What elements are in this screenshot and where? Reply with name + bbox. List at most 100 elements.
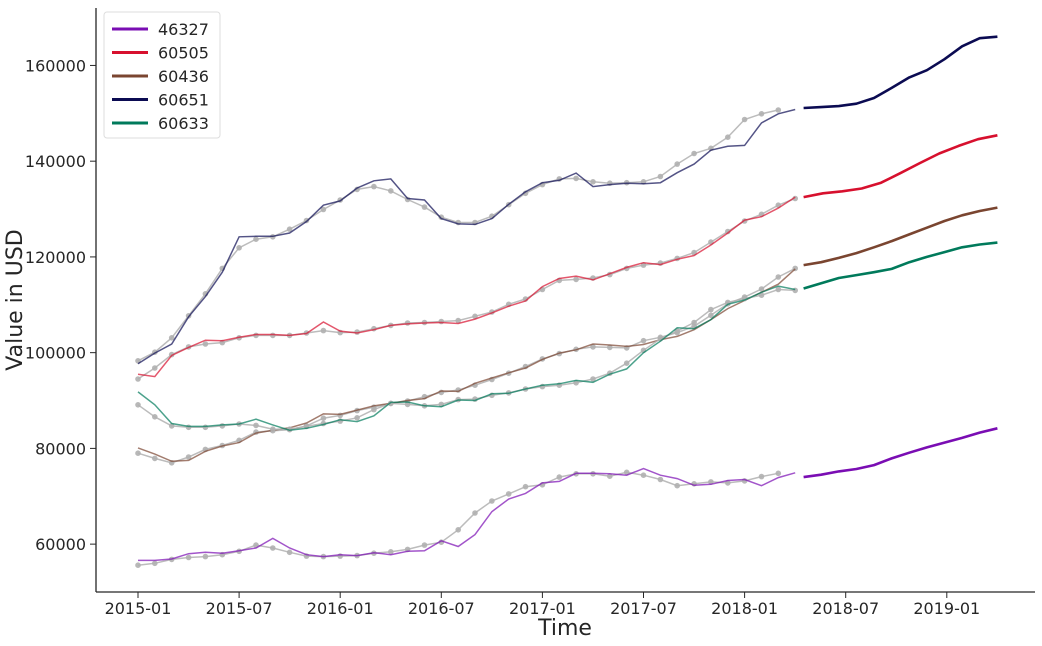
observed-point xyxy=(388,188,394,194)
observed-point xyxy=(708,306,714,313)
x-tick-label: 2018-01 xyxy=(711,599,778,618)
observed-point xyxy=(455,527,462,533)
y-tick-labels: 60000 80000 100000 120000 140000 160000 xyxy=(25,56,96,554)
observed-point xyxy=(657,173,664,180)
observed-point xyxy=(202,424,209,431)
series-46327 xyxy=(135,427,998,568)
legend: 46327 60505 60436 60651 60633 xyxy=(103,11,221,139)
legend-label-60436: 60436 xyxy=(158,67,209,86)
observed-point xyxy=(253,422,259,429)
observed-point xyxy=(202,553,209,560)
fitted-line-60505 xyxy=(137,196,796,378)
observed-point xyxy=(640,472,647,479)
observed-point xyxy=(758,292,765,299)
observed-point xyxy=(758,111,765,117)
x-tick-label: 2017-07 xyxy=(610,599,677,618)
observed-point xyxy=(135,376,141,382)
observed-point xyxy=(590,376,596,382)
observed-point xyxy=(388,549,394,555)
fitted-line-46327 xyxy=(138,467,796,562)
observed-point xyxy=(775,274,782,280)
y-tick-label: 160000 xyxy=(25,56,86,75)
x-tick-label: 2016-01 xyxy=(307,599,374,618)
observed-point xyxy=(556,474,563,480)
observed-point xyxy=(152,455,158,462)
observed-point xyxy=(185,554,192,561)
observed-point xyxy=(590,179,596,185)
observed-point xyxy=(741,116,748,123)
fitted-line-60436 xyxy=(137,268,796,463)
observed-point xyxy=(152,365,158,371)
observed-line-60633 xyxy=(137,288,796,430)
series-layer xyxy=(135,35,998,568)
observed-point xyxy=(270,332,276,339)
fitted-line-60651 xyxy=(137,108,796,365)
y-tick-label: 100000 xyxy=(25,344,86,363)
legend-label-60633: 60633 xyxy=(158,114,209,133)
observed-point xyxy=(590,344,596,350)
x-tick-label: 2017-01 xyxy=(509,599,576,618)
observed-point xyxy=(623,469,630,476)
observed-point xyxy=(725,134,731,140)
observed-point xyxy=(202,341,209,347)
observed-point xyxy=(472,313,478,320)
x-tick-label: 2019-01 xyxy=(913,599,980,618)
observed-point xyxy=(775,107,782,113)
observed-point xyxy=(135,562,141,568)
observed-point xyxy=(152,560,158,567)
observed-point xyxy=(354,415,360,421)
observed-point xyxy=(404,320,411,326)
forecast-line-46327 xyxy=(803,427,998,479)
observed-point xyxy=(573,175,579,182)
observed-point xyxy=(168,335,175,341)
observed-point xyxy=(472,510,478,516)
observed-point xyxy=(708,312,714,319)
observed-line-60436 xyxy=(137,267,796,464)
observed-point xyxy=(573,276,579,283)
fitted-line-60633 xyxy=(137,285,796,431)
observed-line-60505 xyxy=(137,197,796,380)
forecast-line-60651 xyxy=(803,35,998,110)
observed-point xyxy=(168,351,175,358)
observed-point xyxy=(371,406,377,413)
observed-point xyxy=(657,476,664,483)
legend-label-60651: 60651 xyxy=(158,91,209,110)
series-60651 xyxy=(135,35,998,365)
observed-point xyxy=(691,319,697,326)
observed-point xyxy=(135,402,141,408)
observed-point xyxy=(505,491,512,497)
observed-point xyxy=(286,226,293,232)
forecast-line-60633 xyxy=(803,241,998,290)
observed-point xyxy=(640,337,647,344)
observed-point xyxy=(371,183,377,190)
observed-point xyxy=(623,360,630,367)
legend-label-46327: 46327 xyxy=(158,20,209,39)
observed-point xyxy=(219,423,226,429)
observed-point xyxy=(152,414,158,420)
observed-point xyxy=(725,228,731,235)
observed-point xyxy=(135,450,141,457)
observed-point xyxy=(775,470,782,477)
x-tick-label: 2015-01 xyxy=(105,599,172,618)
observed-point xyxy=(320,415,327,422)
legend-label-60505: 60505 xyxy=(158,44,209,63)
observed-point xyxy=(607,344,613,351)
y-tick-label: 140000 xyxy=(25,152,86,171)
forecast-line-60436 xyxy=(803,206,998,267)
observed-point xyxy=(421,542,428,548)
y-axis-label: Value in USD xyxy=(3,229,28,370)
x-tick-label: 2018-07 xyxy=(812,599,879,618)
forecast-line-60505 xyxy=(803,134,998,199)
observed-point xyxy=(775,286,782,293)
observed-point xyxy=(674,482,680,489)
observed-point xyxy=(522,190,529,197)
x-tick-label: 2016-07 xyxy=(408,599,475,618)
observed-point xyxy=(522,483,529,490)
x-tick-label: 2015-07 xyxy=(206,599,273,618)
y-tick-label: 120000 xyxy=(25,248,86,267)
observed-point xyxy=(185,454,192,460)
observed-point xyxy=(320,206,327,213)
observed-point xyxy=(489,498,495,504)
observed-point xyxy=(236,245,242,251)
legend-box xyxy=(103,11,221,139)
